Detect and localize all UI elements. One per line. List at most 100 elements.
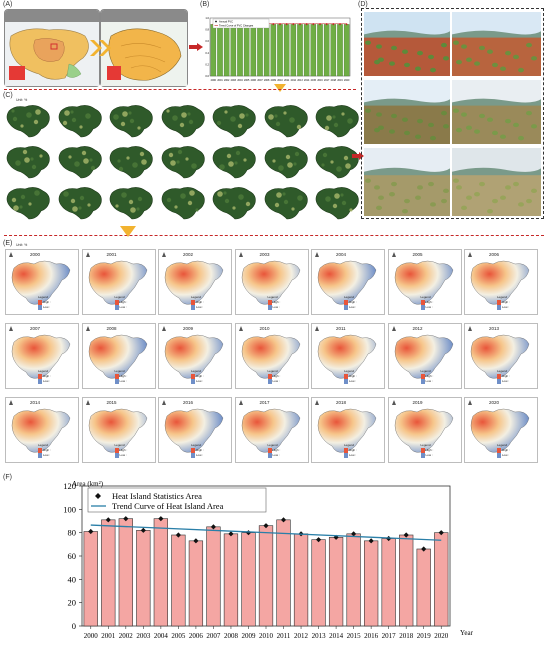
heat-island-map-graphic <box>241 408 300 453</box>
legend-title: Legend <box>344 443 355 447</box>
map-year-label: 2013 <box>489 326 500 331</box>
fvc-map-patch <box>228 161 234 167</box>
fvc-map-patch <box>237 123 243 129</box>
heat-island-region <box>11 334 71 379</box>
fvc-map-patch <box>274 202 279 208</box>
heat-island-map-graphic <box>470 334 530 379</box>
photo-shrub <box>474 192 480 197</box>
heat-island-map: 2008 Legend High : Low : <box>81 323 156 389</box>
photo-shrub <box>441 198 447 204</box>
fvc-map-patch <box>81 150 86 156</box>
fvc-map-patch <box>190 163 197 169</box>
chart-f-ytick: 120 <box>63 481 76 491</box>
legend-low: Low : <box>497 379 510 384</box>
photo-shrub <box>415 195 421 200</box>
heat-island-map: 2016 Legend High : Low : <box>158 397 232 463</box>
chart-f-bar <box>83 531 98 627</box>
fvc-map-patch <box>296 195 303 201</box>
panel-b-label: (B) <box>200 1 210 8</box>
chart-f-xtick: 2011 <box>277 632 291 640</box>
fvc-map-patch <box>34 190 40 196</box>
photo-shrub <box>391 45 397 51</box>
fvc-map-region <box>58 187 102 220</box>
heat-map-legend: Legend High : Low : <box>344 443 357 458</box>
fvc-map <box>6 105 50 138</box>
chart-b-xtick: 2003 <box>231 79 237 82</box>
fvc-map-region <box>264 105 308 138</box>
photo-sky <box>452 80 541 103</box>
world-map-graphic <box>5 22 99 86</box>
chart-f-bar <box>188 540 204 627</box>
fvc-map-patch <box>286 162 293 168</box>
chart-f-marker <box>333 534 339 540</box>
legend-low: Low : <box>38 453 51 458</box>
photo-shrub <box>430 67 436 73</box>
fvc-map-patch <box>39 154 43 158</box>
chart-b-xtick: 2014 <box>304 79 310 82</box>
chart-f-bar <box>381 538 396 627</box>
fvc-map-patch <box>136 207 140 211</box>
legend-title: Legend <box>114 295 125 299</box>
panel-e-label: (E) <box>3 240 13 247</box>
chart-b-bar <box>243 24 250 77</box>
fvc-map-patch <box>283 199 288 205</box>
chart-f-ylabel: Area (km²) <box>72 480 104 488</box>
fvc-map-patch <box>234 161 238 165</box>
fvc-map-patch <box>26 112 32 118</box>
heat-island-map-graphic <box>88 334 147 379</box>
legend-high: High : <box>497 300 510 305</box>
panel-d-label: (D) <box>358 1 368 8</box>
panel-a-label: (A) <box>3 1 13 8</box>
fvc-map-patch <box>324 125 330 131</box>
fvc-map-patch <box>77 206 82 210</box>
photo-shrub <box>404 198 410 204</box>
fvc-map-patch <box>334 193 340 199</box>
chart-b-xtick: 2007 <box>257 79 263 82</box>
heat-island-region <box>317 408 377 453</box>
fvc-map-patch <box>22 149 28 155</box>
legend-title: Legend <box>497 295 508 299</box>
world-map-header <box>5 10 99 22</box>
chart-f-ytick: 0 <box>72 621 76 631</box>
fvc-map-patch <box>180 112 187 118</box>
legend-title: Legend <box>191 369 202 373</box>
legend-high: High : <box>191 300 204 305</box>
photo-shrub <box>487 117 493 122</box>
chart-b-bar <box>317 24 323 77</box>
legend-high: High : <box>497 448 510 453</box>
fvc-map-patch <box>20 194 26 200</box>
map-year-label: 2004 <box>336 252 347 257</box>
heat-map-legend: Legend High : Low : <box>344 369 357 384</box>
fvc-map-patch <box>330 160 334 164</box>
heat-map-legend: Legend High : Low : <box>191 295 204 310</box>
fvc-map-region <box>315 187 359 220</box>
fvc-map-region <box>161 187 205 220</box>
photo-shrub <box>531 124 537 129</box>
chart-f-xtick: 2001 <box>101 632 116 640</box>
photo-shrub <box>531 188 537 194</box>
fvc-map-region <box>6 187 50 220</box>
photo-shrub <box>389 192 395 197</box>
fvc-map-patch <box>71 206 78 212</box>
chart-f-xtick: 2004 <box>154 632 169 640</box>
chart-b-xtick: 2015 <box>311 79 317 82</box>
chart-b-ytick: 1.0 <box>205 16 209 20</box>
photo-shrub <box>513 54 519 60</box>
chart-b-xtick: 2000 <box>211 79 217 82</box>
photo-ground <box>452 175 541 216</box>
chart-b-xtick: 2016 <box>317 79 323 82</box>
legend-title: Legend <box>497 369 508 373</box>
field-photo <box>452 12 541 76</box>
chart-b-legend-box <box>212 18 270 29</box>
chart-f-bar <box>328 537 344 627</box>
photo-shrub <box>378 195 384 200</box>
photo-shrub <box>365 40 371 45</box>
chart-f-xtick: 2006 <box>189 632 204 640</box>
legend-low: Low : <box>267 305 281 310</box>
legend-low: Low : <box>497 453 510 458</box>
legend-title: Legend <box>38 369 49 373</box>
photo-shrub <box>474 129 480 134</box>
chart-b-ytick: 0.2 <box>205 62 209 66</box>
photo-shrub <box>474 61 480 66</box>
